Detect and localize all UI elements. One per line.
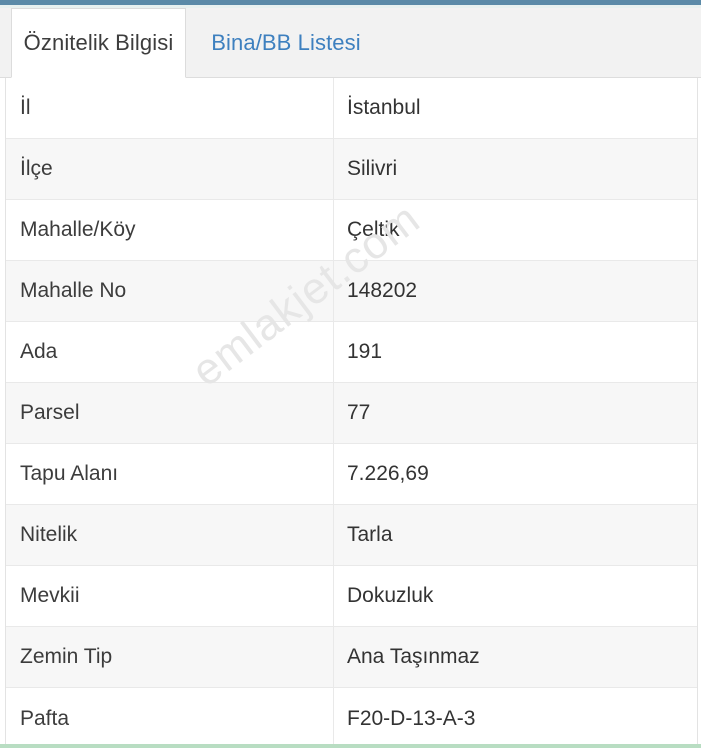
tab-bina-bb-listesi-label: Bina/BB Listesi — [211, 30, 361, 55]
table-cell-label: İlçe — [6, 139, 334, 199]
table-row: Mahalle No 148202 — [6, 261, 697, 322]
table-row: Pafta F20-D-13-A-3 — [6, 688, 697, 748]
table-row: Tapu Alanı 7.226,69 — [6, 444, 697, 505]
table-cell-value: İstanbul — [347, 96, 421, 119]
table-cell-value: Ana Taşınmaz — [347, 645, 480, 668]
table-cell-value: Dokuzluk — [347, 584, 434, 607]
table-cell-value: Silivri — [347, 157, 398, 180]
table-row: İl İstanbul — [6, 78, 697, 139]
table-cell-value: F20-D-13-A-3 — [347, 706, 476, 730]
table-cell-label: Mahalle No — [6, 261, 334, 321]
tab-oznitelik-bilgisi[interactable]: Öznitelik Bilgisi — [11, 8, 186, 78]
table-cell-label: İl — [6, 78, 334, 138]
window-top-bar-shade — [0, 5, 701, 8]
table-cell-value: 191 — [347, 340, 383, 363]
tab-bina-bb-listesi[interactable]: Bina/BB Listesi — [186, 8, 386, 78]
table-cell-label: Tapu Alanı — [6, 444, 334, 504]
table-cell-value: 7.226,69 — [347, 462, 429, 485]
window-top-bar — [0, 0, 701, 5]
table-row: İlçe Silivri — [6, 139, 697, 200]
table-row: Parsel 77 — [6, 383, 697, 444]
tab-oznitelik-bilgisi-label: Öznitelik Bilgisi — [23, 30, 174, 55]
table-cell-value: Çeltik — [347, 218, 400, 241]
table-cell-label: Mevkii — [6, 566, 334, 626]
table-cell-label: Pafta — [6, 688, 334, 748]
table-cell-label: Ada — [6, 322, 334, 382]
table-row: Nitelik Tarla — [6, 505, 697, 566]
table-cell-label: Nitelik — [6, 505, 334, 565]
table-row: Zemin Tip Ana Taşınmaz — [6, 627, 697, 688]
table-cell-label: Parsel — [6, 383, 334, 443]
table-cell-value: Tarla — [347, 523, 393, 546]
bottom-accent-bar — [0, 744, 701, 748]
table-cell-value: 77 — [347, 401, 371, 424]
tab-bar: Öznitelik Bilgisi Bina/BB Listesi — [0, 8, 701, 78]
attribute-table: İl İstanbul İlçe Silivri Mahalle/Köy Çeltik Ma… — [5, 78, 698, 748]
table-cell-label: Mahalle/Köy — [6, 200, 334, 260]
table-row: Mevkii Dokuzluk — [6, 566, 697, 627]
table-row: Mahalle/Köy Çeltik — [6, 200, 697, 261]
table-cell-value: 148202 — [347, 279, 418, 302]
table-row: Ada 191 — [6, 322, 697, 383]
table-cell-label: Zemin Tip — [6, 627, 334, 687]
